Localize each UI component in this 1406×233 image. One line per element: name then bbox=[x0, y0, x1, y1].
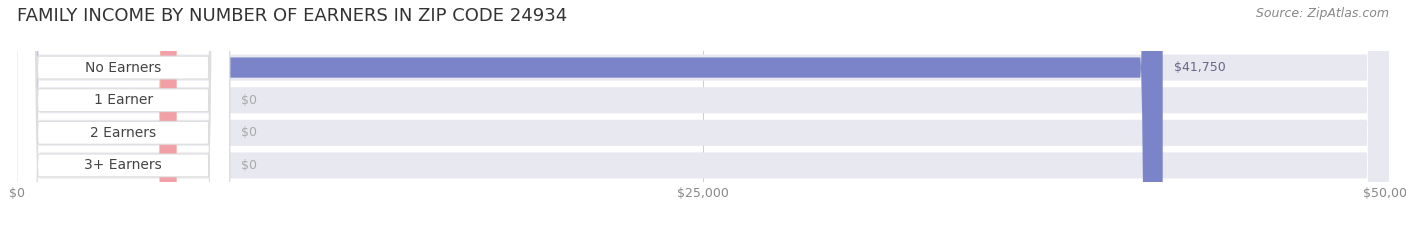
Text: No Earners: No Earners bbox=[86, 61, 162, 75]
Text: 3+ Earners: 3+ Earners bbox=[84, 158, 162, 172]
FancyBboxPatch shape bbox=[17, 0, 1389, 233]
FancyBboxPatch shape bbox=[17, 0, 1163, 233]
FancyBboxPatch shape bbox=[17, 0, 229, 233]
FancyBboxPatch shape bbox=[17, 0, 229, 233]
FancyBboxPatch shape bbox=[17, 0, 229, 233]
FancyBboxPatch shape bbox=[17, 0, 176, 233]
FancyBboxPatch shape bbox=[17, 0, 1389, 233]
Text: $41,750: $41,750 bbox=[1174, 61, 1226, 74]
Text: $0: $0 bbox=[240, 126, 256, 139]
Text: $0: $0 bbox=[240, 159, 256, 172]
FancyBboxPatch shape bbox=[17, 0, 1389, 233]
FancyBboxPatch shape bbox=[17, 0, 229, 233]
FancyBboxPatch shape bbox=[17, 0, 176, 233]
Text: Source: ZipAtlas.com: Source: ZipAtlas.com bbox=[1256, 7, 1389, 20]
FancyBboxPatch shape bbox=[17, 0, 176, 233]
Text: $0: $0 bbox=[240, 94, 256, 107]
Text: 2 Earners: 2 Earners bbox=[90, 126, 156, 140]
FancyBboxPatch shape bbox=[17, 0, 1389, 233]
Text: FAMILY INCOME BY NUMBER OF EARNERS IN ZIP CODE 24934: FAMILY INCOME BY NUMBER OF EARNERS IN ZI… bbox=[17, 7, 567, 25]
Text: 1 Earner: 1 Earner bbox=[94, 93, 153, 107]
